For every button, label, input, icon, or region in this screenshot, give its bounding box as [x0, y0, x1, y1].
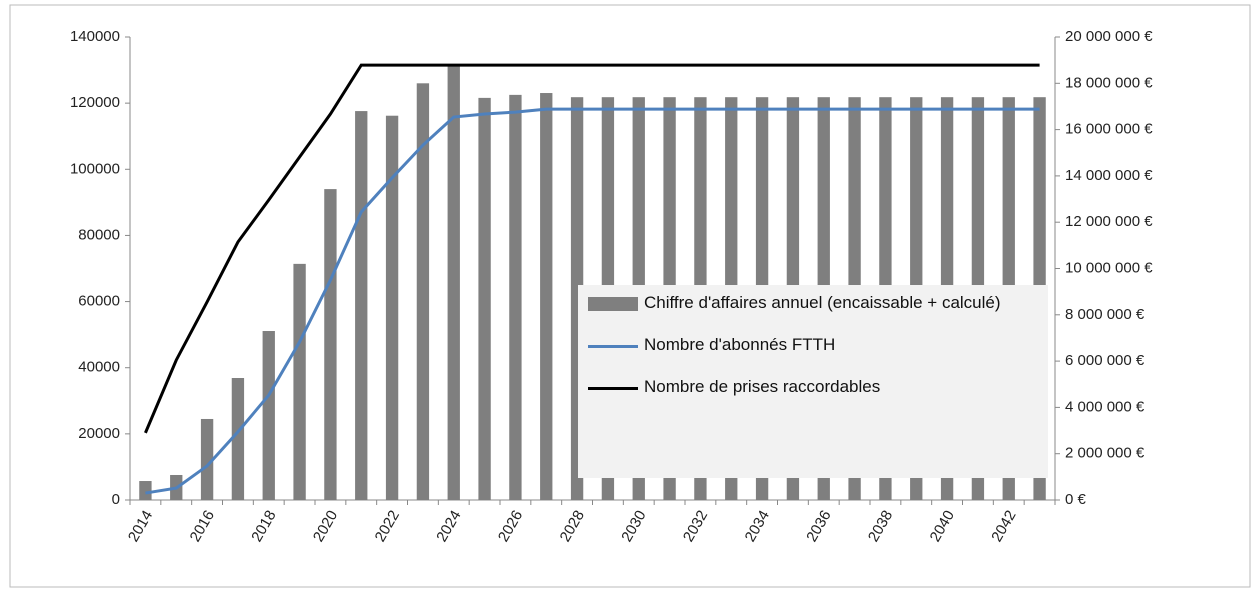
legend-item: Nombre de prises raccordables: [588, 377, 1038, 397]
legend-item: Nombre d'abonnés FTTH: [588, 335, 1038, 355]
y-tick-label: 40000: [78, 359, 120, 376]
legend-swatch: [588, 345, 638, 348]
x-tick-label: 2032: [680, 507, 711, 544]
y2-tick-label: 2 000 000 €: [1065, 445, 1145, 462]
line: [144, 63, 1040, 434]
y2-tick-label: 12 000 000 €: [1065, 213, 1153, 230]
y-tick-label: 140000: [70, 28, 120, 45]
x-tick-label: 2016: [187, 507, 218, 544]
x-tick-label: 2034: [742, 507, 773, 544]
legend-label: Nombre d'abonnés FTTH: [644, 335, 836, 354]
y2-tick-label: 0 €: [1065, 491, 1087, 508]
bar: [385, 115, 399, 501]
y2-tick-label: 20 000 000 €: [1065, 28, 1153, 45]
legend: Chiffre d'affaires annuel (encaissable +…: [578, 285, 1048, 478]
x-tick-label: 2024: [433, 507, 464, 544]
legend-swatch: [588, 387, 638, 390]
bar: [293, 263, 306, 500]
y2-tick-label: 14 000 000 €: [1065, 167, 1153, 184]
legend-label: Nombre de prises raccordables: [644, 377, 881, 396]
y-tick-label: 80000: [78, 226, 120, 243]
x-tick-label: 2038: [865, 507, 896, 544]
y-tick-label: 100000: [70, 160, 120, 177]
y2-tick-label: 6 000 000 €: [1065, 352, 1145, 369]
bar: [200, 418, 214, 500]
bar: [139, 481, 152, 500]
chart-frame: [9, 4, 1251, 588]
bar: [231, 377, 245, 500]
bar: [447, 64, 460, 500]
legend-swatch: [588, 297, 638, 311]
bar: [324, 189, 337, 500]
bar: [478, 97, 491, 501]
x-tick-label: 2030: [618, 507, 649, 544]
x-tick-label: 2022: [372, 507, 403, 544]
bar: [540, 93, 553, 500]
bar: [416, 83, 430, 501]
x-tick-label: 2036: [803, 507, 834, 544]
x-tick-label: 2020: [310, 507, 341, 544]
y2-tick-label: 8 000 000 €: [1065, 306, 1145, 323]
bar: [509, 94, 522, 500]
y-tick-label: 120000: [70, 94, 120, 111]
x-tick-label: 2014: [125, 507, 156, 544]
y-tick-label: 0: [112, 491, 120, 508]
y2-tick-label: 18 000 000 €: [1065, 74, 1153, 91]
x-tick-label: 2026: [495, 507, 526, 544]
x-tick-label: 2018: [248, 507, 279, 544]
legend-label: Chiffre d'affaires annuel (encaissable +…: [644, 293, 1001, 312]
legend-item: Chiffre d'affaires annuel (encaissable +…: [588, 293, 1038, 313]
y-tick-label: 20000: [78, 425, 120, 442]
y2-tick-label: 4 000 000 €: [1065, 398, 1145, 415]
y2-tick-label: 16 000 000 €: [1065, 121, 1153, 138]
bar: [355, 111, 368, 500]
bar: [262, 331, 275, 500]
y2-tick-label: 10 000 000 €: [1065, 259, 1153, 276]
x-tick-label: 2042: [988, 507, 1019, 544]
x-tick-label: 2028: [557, 507, 588, 544]
x-tick-label: 2040: [927, 507, 958, 544]
y-tick-label: 60000: [78, 293, 120, 310]
line: [145, 107, 1040, 495]
